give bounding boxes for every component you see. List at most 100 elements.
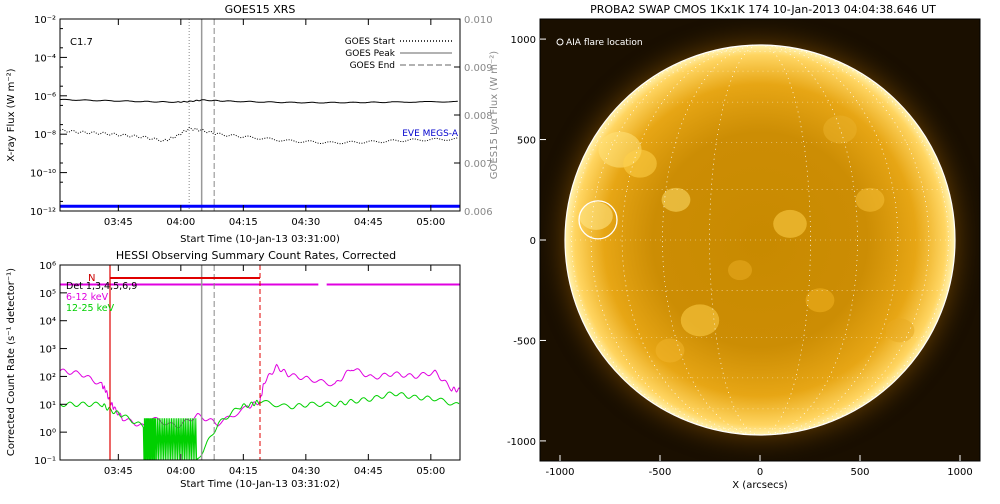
hessi-y-tick-label: 10⁻¹ xyxy=(34,456,56,467)
swap-x-ticks: -1000 -500 0 500 1000 xyxy=(545,455,973,478)
goes-y-right-tick-label: 0.006 xyxy=(464,207,493,218)
eve-megs-label: EVE MEGS-A xyxy=(402,129,459,139)
goes-x-label: Start Time (10-Jan-13 03:31:00) xyxy=(180,234,340,245)
swap-y-tick-label: 500 xyxy=(517,136,536,147)
goes-x-tick-label: 05:00 xyxy=(416,217,445,228)
hessi-legend-label: Det 1,3,4,5,6,9 xyxy=(66,281,137,292)
solar-bright-region xyxy=(623,149,657,178)
solar-bright-region xyxy=(728,260,752,281)
aia-flare-circle xyxy=(578,200,618,240)
swap-y-tick-label: 1000 xyxy=(511,35,536,46)
swap-x-tick-label: 500 xyxy=(850,467,869,478)
hessi-y-tick-label: 10⁵ xyxy=(39,289,56,300)
flare-legend-label: AIA flare location xyxy=(566,38,643,48)
goes-title: GOES15 XRS xyxy=(225,3,296,16)
swap-image: AIA flare location xyxy=(540,19,980,461)
goes-panel: GOES15 XRS 03:45 04:00 04:15 04:30 04:45 05:0… xyxy=(6,3,500,245)
hessi-x-tick-label: 04:00 xyxy=(166,466,195,477)
solar-bright-region xyxy=(661,187,691,212)
swap-x-label: X (arcsecs) xyxy=(732,480,788,491)
goes-plot-frame xyxy=(59,18,461,212)
hessi-title: HESSI Observing Summary Count Rates, Cor… xyxy=(116,249,396,262)
swap-title: PROBA2 SWAP CMOS 1Kx1K 174 10-Jan-2013 0… xyxy=(590,3,936,16)
hessi-y-label: Corrected Count Rate (s⁻¹ detector⁻¹) xyxy=(6,268,17,456)
goes-flare-class: C1.7 xyxy=(70,37,93,48)
longitude-line xyxy=(662,44,858,436)
solar-bright-region xyxy=(773,209,807,238)
solar-limb xyxy=(564,44,956,436)
goes-y-right-tick-label: 0.008 xyxy=(464,111,493,122)
hessi-plot-frame xyxy=(59,264,461,461)
solar-texture xyxy=(579,115,915,363)
hessi-x-tick-label: 04:30 xyxy=(291,466,320,477)
solar-bright-region xyxy=(680,304,720,337)
goes-x-ticks: 03:45 04:00 04:15 04:30 04:45 05:00 xyxy=(104,19,445,228)
goes-short-trace xyxy=(60,126,459,145)
hessi-legend-label: 6-12 keV xyxy=(66,292,109,303)
goes-y-tick-label: 10⁻⁴ xyxy=(34,53,56,64)
swap-x-tick-label: -1000 xyxy=(545,467,574,478)
goes-y-tick-label: 10⁻⁸ xyxy=(34,130,56,141)
goes-traces xyxy=(60,19,460,211)
goes-y-right-tick-label: 0.009 xyxy=(464,63,493,74)
flare-legend-marker xyxy=(556,38,564,46)
hessi-traces xyxy=(60,265,460,460)
hessi-6-12kev-trace xyxy=(60,363,460,429)
goes-y-right-tick-label: 0.007 xyxy=(464,159,493,170)
solar-bright-region xyxy=(823,115,857,144)
goes-y-label: X-ray Flux (W m⁻²) xyxy=(6,68,17,161)
solar-bright-region xyxy=(805,288,835,313)
hessi-x-tick-label: 04:15 xyxy=(229,466,258,477)
solar-bright-region xyxy=(855,187,885,212)
hessi-panel: HESSI Observing Summary Count Rates, Cor… xyxy=(6,249,461,490)
hessi-x-tick-label: 03:45 xyxy=(104,466,133,477)
hessi-x-tick-label: 04:45 xyxy=(354,466,383,477)
solar-bright-region xyxy=(579,201,613,230)
solar-bright-region xyxy=(655,338,685,363)
swap-x-tick-label: 1000 xyxy=(947,467,972,478)
hessi-y-tick-label: 10⁶ xyxy=(39,261,56,272)
hessi-x-ticks: 03:45 04:00 04:15 04:30 04:45 05:00 xyxy=(104,265,445,477)
goes-legend: GOES Start GOES Peak GOES End xyxy=(345,37,452,71)
swap-y-tick-label: -500 xyxy=(513,336,536,347)
hessi-legend-label: 12-25 keV xyxy=(66,303,115,314)
longitude-line xyxy=(709,44,811,436)
goes-y-ticks: 10⁻² 10⁻⁴ 10⁻⁶ 10⁻⁸ 10⁻¹⁰ 10⁻¹² xyxy=(30,15,67,218)
goes-y-right-label: GOES15 Lyα Flux (W m⁻²) xyxy=(489,51,500,179)
hessi-y-tick-label: 10⁴ xyxy=(39,317,56,328)
hessi-y-tick-label: 10¹ xyxy=(39,400,56,411)
goes-long-trace xyxy=(60,98,458,104)
goes-x-tick-label: 04:00 xyxy=(166,217,195,228)
goes-y-right-ticks: 0.010 0.009 0.008 0.007 0.006 xyxy=(454,15,493,218)
swap-y-tick-label: 0 xyxy=(530,236,536,247)
goes-legend-label: GOES Start xyxy=(345,37,396,47)
hessi-y-tick-label: 10³ xyxy=(39,345,56,356)
hessi-x-label: Start Time (10-Jan-13 03:31:02) xyxy=(180,479,340,490)
hessi-12-25kev-trace xyxy=(60,391,460,460)
goes-y-tick-label: 10⁻¹⁰ xyxy=(30,169,56,180)
hessi-y-tick-label: 10⁰ xyxy=(39,428,56,439)
solar-bright-region xyxy=(885,318,915,343)
goes-y-tick-label: 10⁻¹² xyxy=(30,207,56,218)
goes-y-tick-label: 10⁻⁶ xyxy=(34,92,56,103)
goes-y-right-tick-label: 0.010 xyxy=(464,15,493,26)
swap-x-tick-label: 0 xyxy=(757,467,763,478)
hessi-x-tick-label: 05:00 xyxy=(416,466,445,477)
swap-y-ticks: 1000 500 0 -500 -1000 xyxy=(507,35,546,448)
goes-legend-label: GOES End xyxy=(350,61,395,71)
goes-x-tick-label: 04:30 xyxy=(291,217,320,228)
hessi-y-ticks: 10⁶ 10⁵ 10⁴ 10³ 10² 10¹ 10⁰ 10⁻¹ xyxy=(34,261,67,467)
night-flag-label: N xyxy=(88,273,95,284)
swap-panel: PROBA2 SWAP CMOS 1Kx1K 174 10-Jan-2013 0… xyxy=(507,3,981,491)
goes-legend-label: GOES Peak xyxy=(345,49,395,59)
goes-x-tick-label: 03:45 xyxy=(104,217,133,228)
goes-x-tick-label: 04:15 xyxy=(229,217,258,228)
hessi-y-tick-label: 10² xyxy=(39,372,56,383)
swap-x-tick-label: -500 xyxy=(649,467,672,478)
swap-y-tick-label: -1000 xyxy=(507,437,536,448)
goes-x-tick-label: 04:45 xyxy=(354,217,383,228)
goes-y-tick-label: 10⁻² xyxy=(34,15,56,26)
